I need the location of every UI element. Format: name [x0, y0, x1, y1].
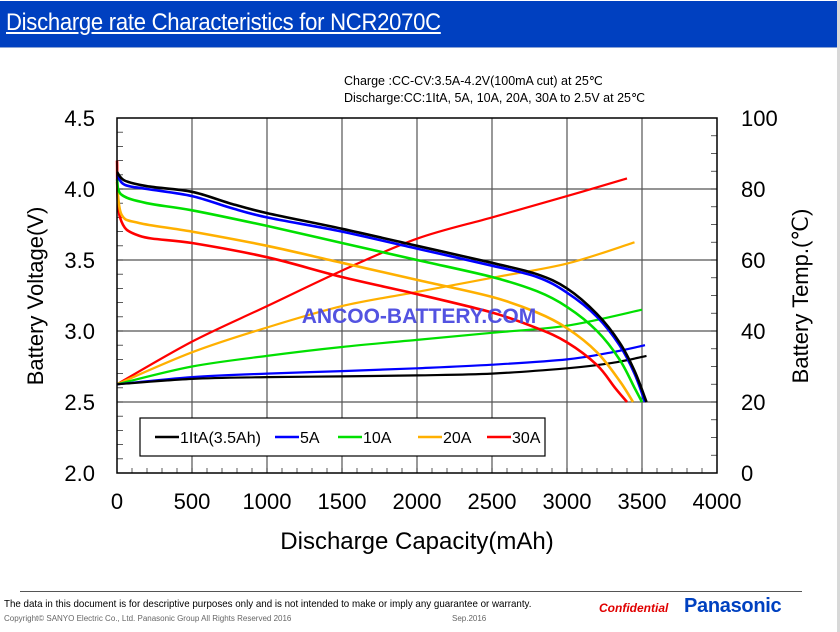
copyright: Copyright© SANYO Electric Co., Ltd. Pana…: [4, 614, 292, 623]
y-tick-label: 2.0: [64, 461, 95, 486]
x-tick-label: 1500: [318, 489, 367, 514]
page-title: Discharge rate Characteristics for NCR20…: [6, 9, 441, 36]
x-tick-label: 1000: [243, 489, 292, 514]
disclaimer: The data in this document is for descrip…: [4, 598, 532, 610]
discharge-condition: Discharge:CC:1ItA, 5A, 10A, 20A, 30A to …: [344, 91, 646, 105]
x-tick-labels: 0 500 1000 1500 2000 2500 3000 3500 4000: [111, 489, 742, 514]
y2-axis-label: Battery Temp.(℃): [788, 209, 813, 384]
test-conditions: Charge :CC-CV:3.5A-4.2V(100mA cut) at 25…: [344, 73, 645, 107]
watermark: ANCOO-BATTERY.COM: [302, 305, 537, 328]
x-tick-label: 4000: [693, 489, 742, 514]
legend-label: 20A: [443, 430, 472, 447]
y2-tick-label: 0: [741, 461, 753, 486]
legend-label: 30A: [512, 430, 541, 447]
legend: 1ItA(3.5Ah) 5A 10A 20A 30A: [139, 417, 546, 457]
y-tick-labels: 2.0 2.5 3.0 3.5 4.0 4.5: [64, 106, 95, 486]
y-axis-label: Battery Voltage(V): [23, 207, 48, 386]
title-bar: Discharge rate Characteristics for NCR20…: [0, 1, 837, 48]
voltage-curve-10a: [115, 178, 644, 403]
legend-label: 10A: [363, 430, 392, 447]
confidential-label: Confidential: [599, 601, 669, 615]
temperature-curve-20a: [116, 241, 635, 386]
charge-condition: Charge :CC-CV:3.5A-4.2V(100mA cut) at 25…: [344, 74, 603, 88]
x-tick-label: 500: [174, 489, 211, 514]
legend-label: 5A: [300, 430, 320, 447]
footer-divider: [20, 591, 802, 592]
y-tick-label: 3.0: [64, 319, 95, 344]
curves: [115, 160, 648, 403]
plot-frame: [116, 117, 718, 474]
y-tick-label: 4.0: [64, 177, 95, 202]
brand-logo: Panasonic: [684, 595, 782, 617]
voltage-curve-1ita-3-5ah: [115, 171, 648, 403]
temperature-curve-30a: [116, 177, 628, 386]
x-tick-label: 3000: [543, 489, 592, 514]
document-date: Sep.2016: [452, 614, 487, 623]
x-tick-label: 3500: [618, 489, 667, 514]
y-tick-label: 3.5: [64, 248, 95, 273]
y2-tick-labels: 0 20 40 60 80 100: [741, 106, 778, 486]
temperature-curve-5a: [116, 344, 646, 386]
x-tick-label: 2000: [393, 489, 442, 514]
y2-tick-label: 40: [741, 319, 765, 344]
y-tick-label: 4.5: [64, 106, 95, 131]
grid: [117, 118, 717, 473]
y2-tick-label: 80: [741, 177, 765, 202]
y2-tick-label: 60: [741, 248, 765, 273]
y2-tick-label: 100: [741, 106, 778, 131]
voltage-curve-5a: [115, 174, 647, 403]
voltage-curve-20a: [115, 181, 635, 403]
x-axis-label: Discharge Capacity(mAh): [280, 528, 553, 555]
y-tick-label: 2.5: [64, 390, 95, 415]
x-tick-label: 2500: [468, 489, 517, 514]
discharge-chart: 0 500 1000 1500 2000 2500 3000 3500 4000 2.02.53…: [23, 106, 813, 555]
temperature-curve-10a: [116, 308, 643, 386]
voltage-curve-30a: [115, 160, 628, 403]
x-tick-label: 0: [111, 489, 123, 514]
y2-tick-label: 20: [741, 390, 765, 415]
legend-label: 1ItA(3.5Ah): [180, 430, 261, 447]
window-edge: [837, 0, 840, 632]
